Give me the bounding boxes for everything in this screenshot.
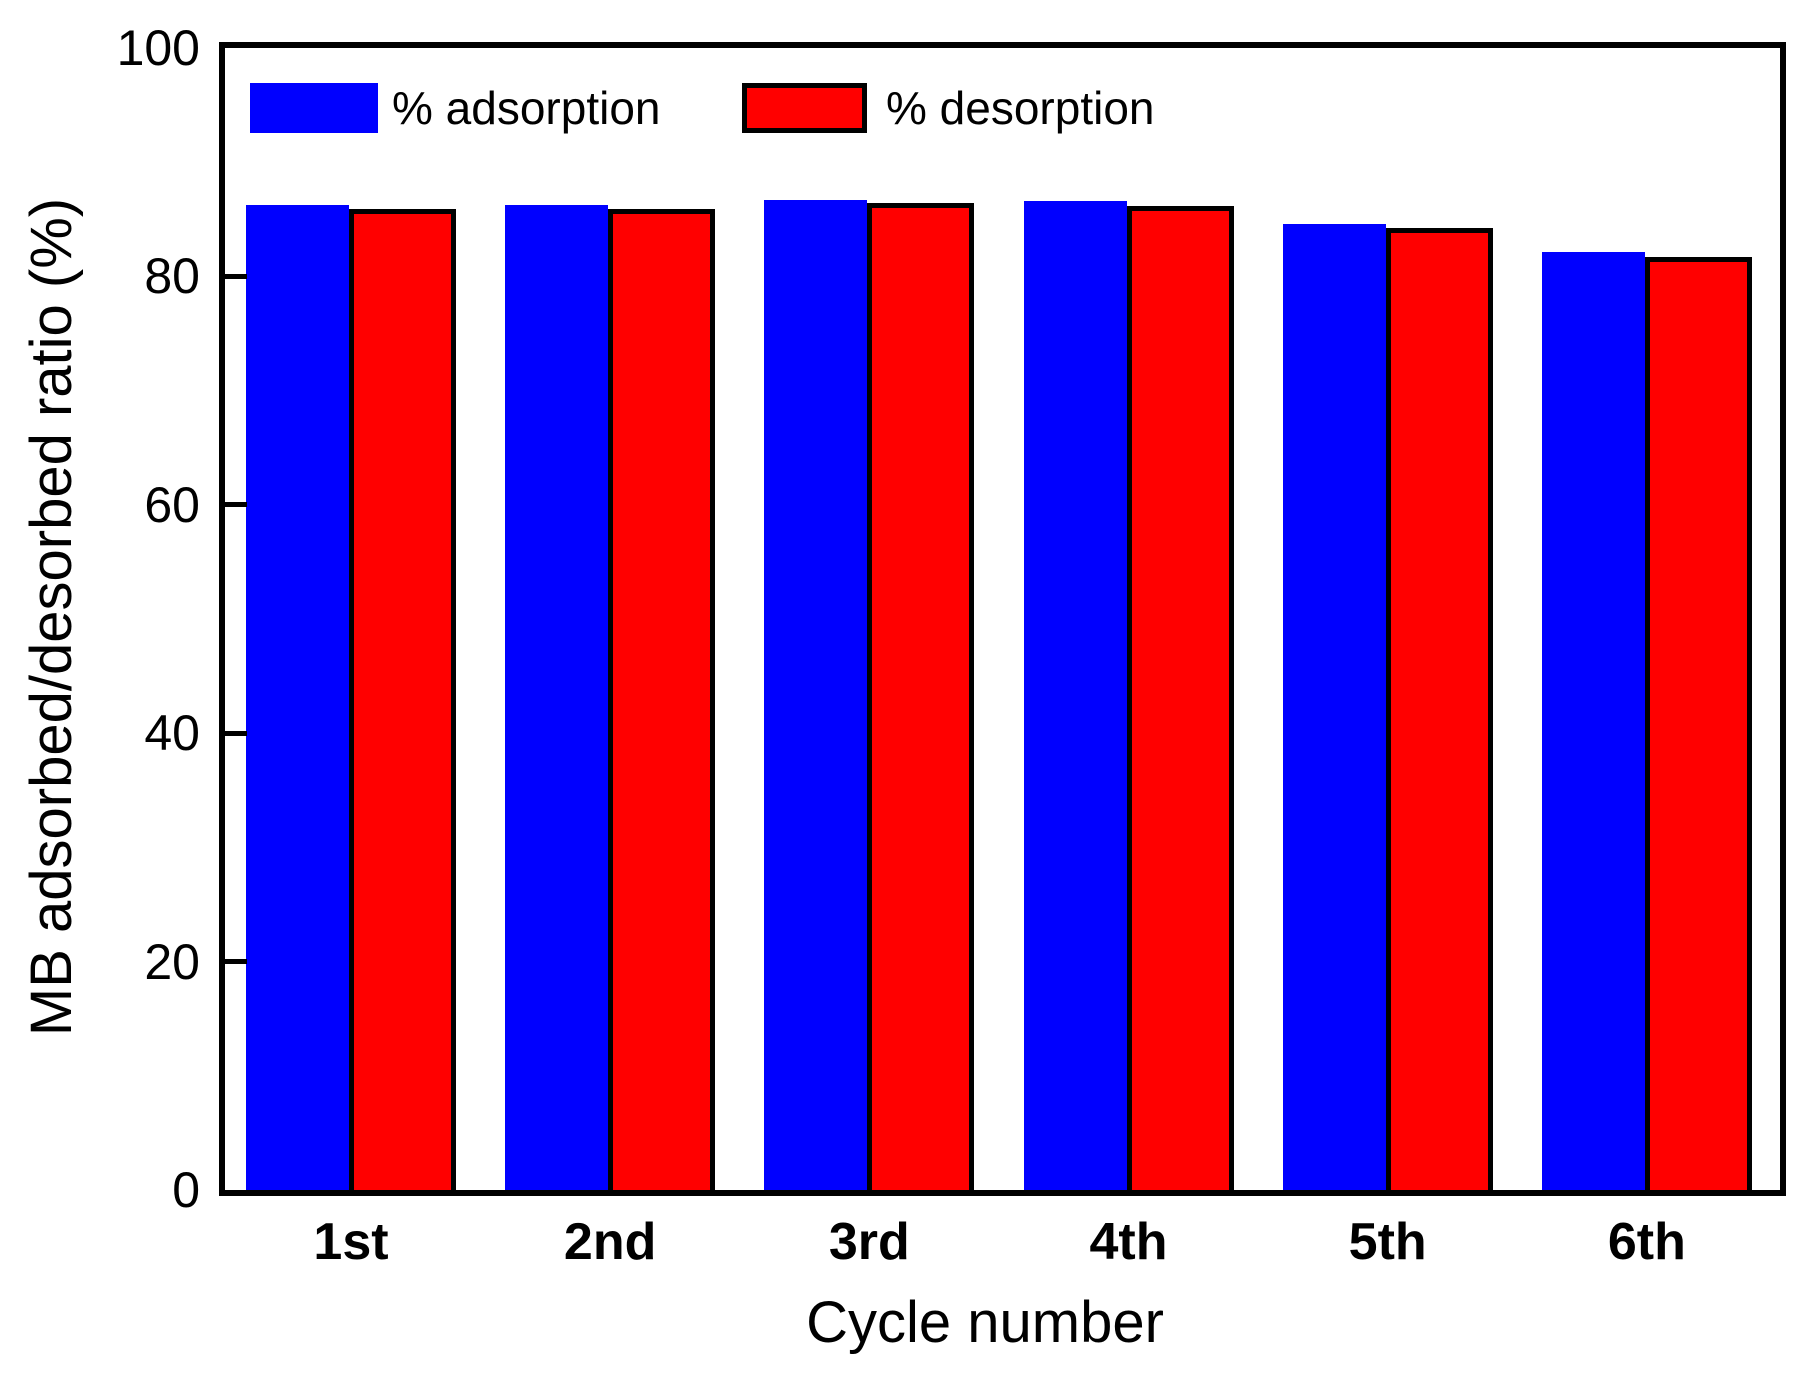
y-tick-mark-60 bbox=[225, 502, 247, 508]
y-tick-mark-40 bbox=[225, 730, 247, 736]
bar-adsorption-4th bbox=[1023, 201, 1127, 1190]
x-tick-label-2nd: 2nd bbox=[563, 1213, 657, 1271]
y-tick-label-100: 100 bbox=[116, 20, 200, 76]
legend-swatch-desorption bbox=[742, 83, 867, 133]
bar-desorption-4th bbox=[1126, 205, 1234, 1190]
bar-adsorption-2nd bbox=[505, 204, 609, 1190]
bars-layer bbox=[225, 48, 1780, 1190]
bar-desorption-5th bbox=[1385, 228, 1493, 1190]
bar-desorption-1st bbox=[349, 209, 456, 1190]
y-tick-label-0: 0 bbox=[172, 1162, 200, 1218]
bar-adsorption-6th bbox=[1541, 252, 1645, 1190]
bar-adsorption-3rd bbox=[764, 199, 868, 1190]
bar-adsorption-5th bbox=[1282, 223, 1386, 1190]
legend-label-adsorption: % adsorption bbox=[392, 82, 661, 134]
y-tick-mark-20 bbox=[225, 959, 247, 965]
legend-swatch-adsorption bbox=[250, 83, 378, 133]
bar-desorption-6th bbox=[1644, 257, 1752, 1190]
y-tick-mark-80 bbox=[225, 273, 247, 279]
bar-desorption-3rd bbox=[867, 203, 975, 1190]
x-tick-label-6th: 6th bbox=[1607, 1213, 1686, 1271]
legend-label-desorption: % desorption bbox=[886, 82, 1155, 134]
y-axis-title: MB adsorbed/desorbed ratio (%) bbox=[19, 197, 84, 1037]
y-axis-tick-marks bbox=[225, 48, 1780, 1190]
y-tick-label-40: 40 bbox=[144, 705, 200, 762]
x-tick-label-3rd: 3rd bbox=[828, 1213, 910, 1271]
x-tick-label-5th: 5th bbox=[1348, 1213, 1427, 1271]
x-axis-title: Cycle number bbox=[806, 1290, 1164, 1355]
y-tick-label-80: 80 bbox=[144, 248, 200, 305]
bar-desorption-2nd bbox=[608, 209, 716, 1190]
y-tick-label-60: 60 bbox=[144, 476, 200, 533]
x-tick-label-4th: 4th bbox=[1089, 1213, 1168, 1271]
plot-area bbox=[219, 42, 1786, 1196]
y-tick-label-20: 20 bbox=[144, 933, 200, 990]
bar-adsorption-1st bbox=[246, 204, 349, 1190]
x-tick-label-1st: 1st bbox=[313, 1213, 389, 1271]
